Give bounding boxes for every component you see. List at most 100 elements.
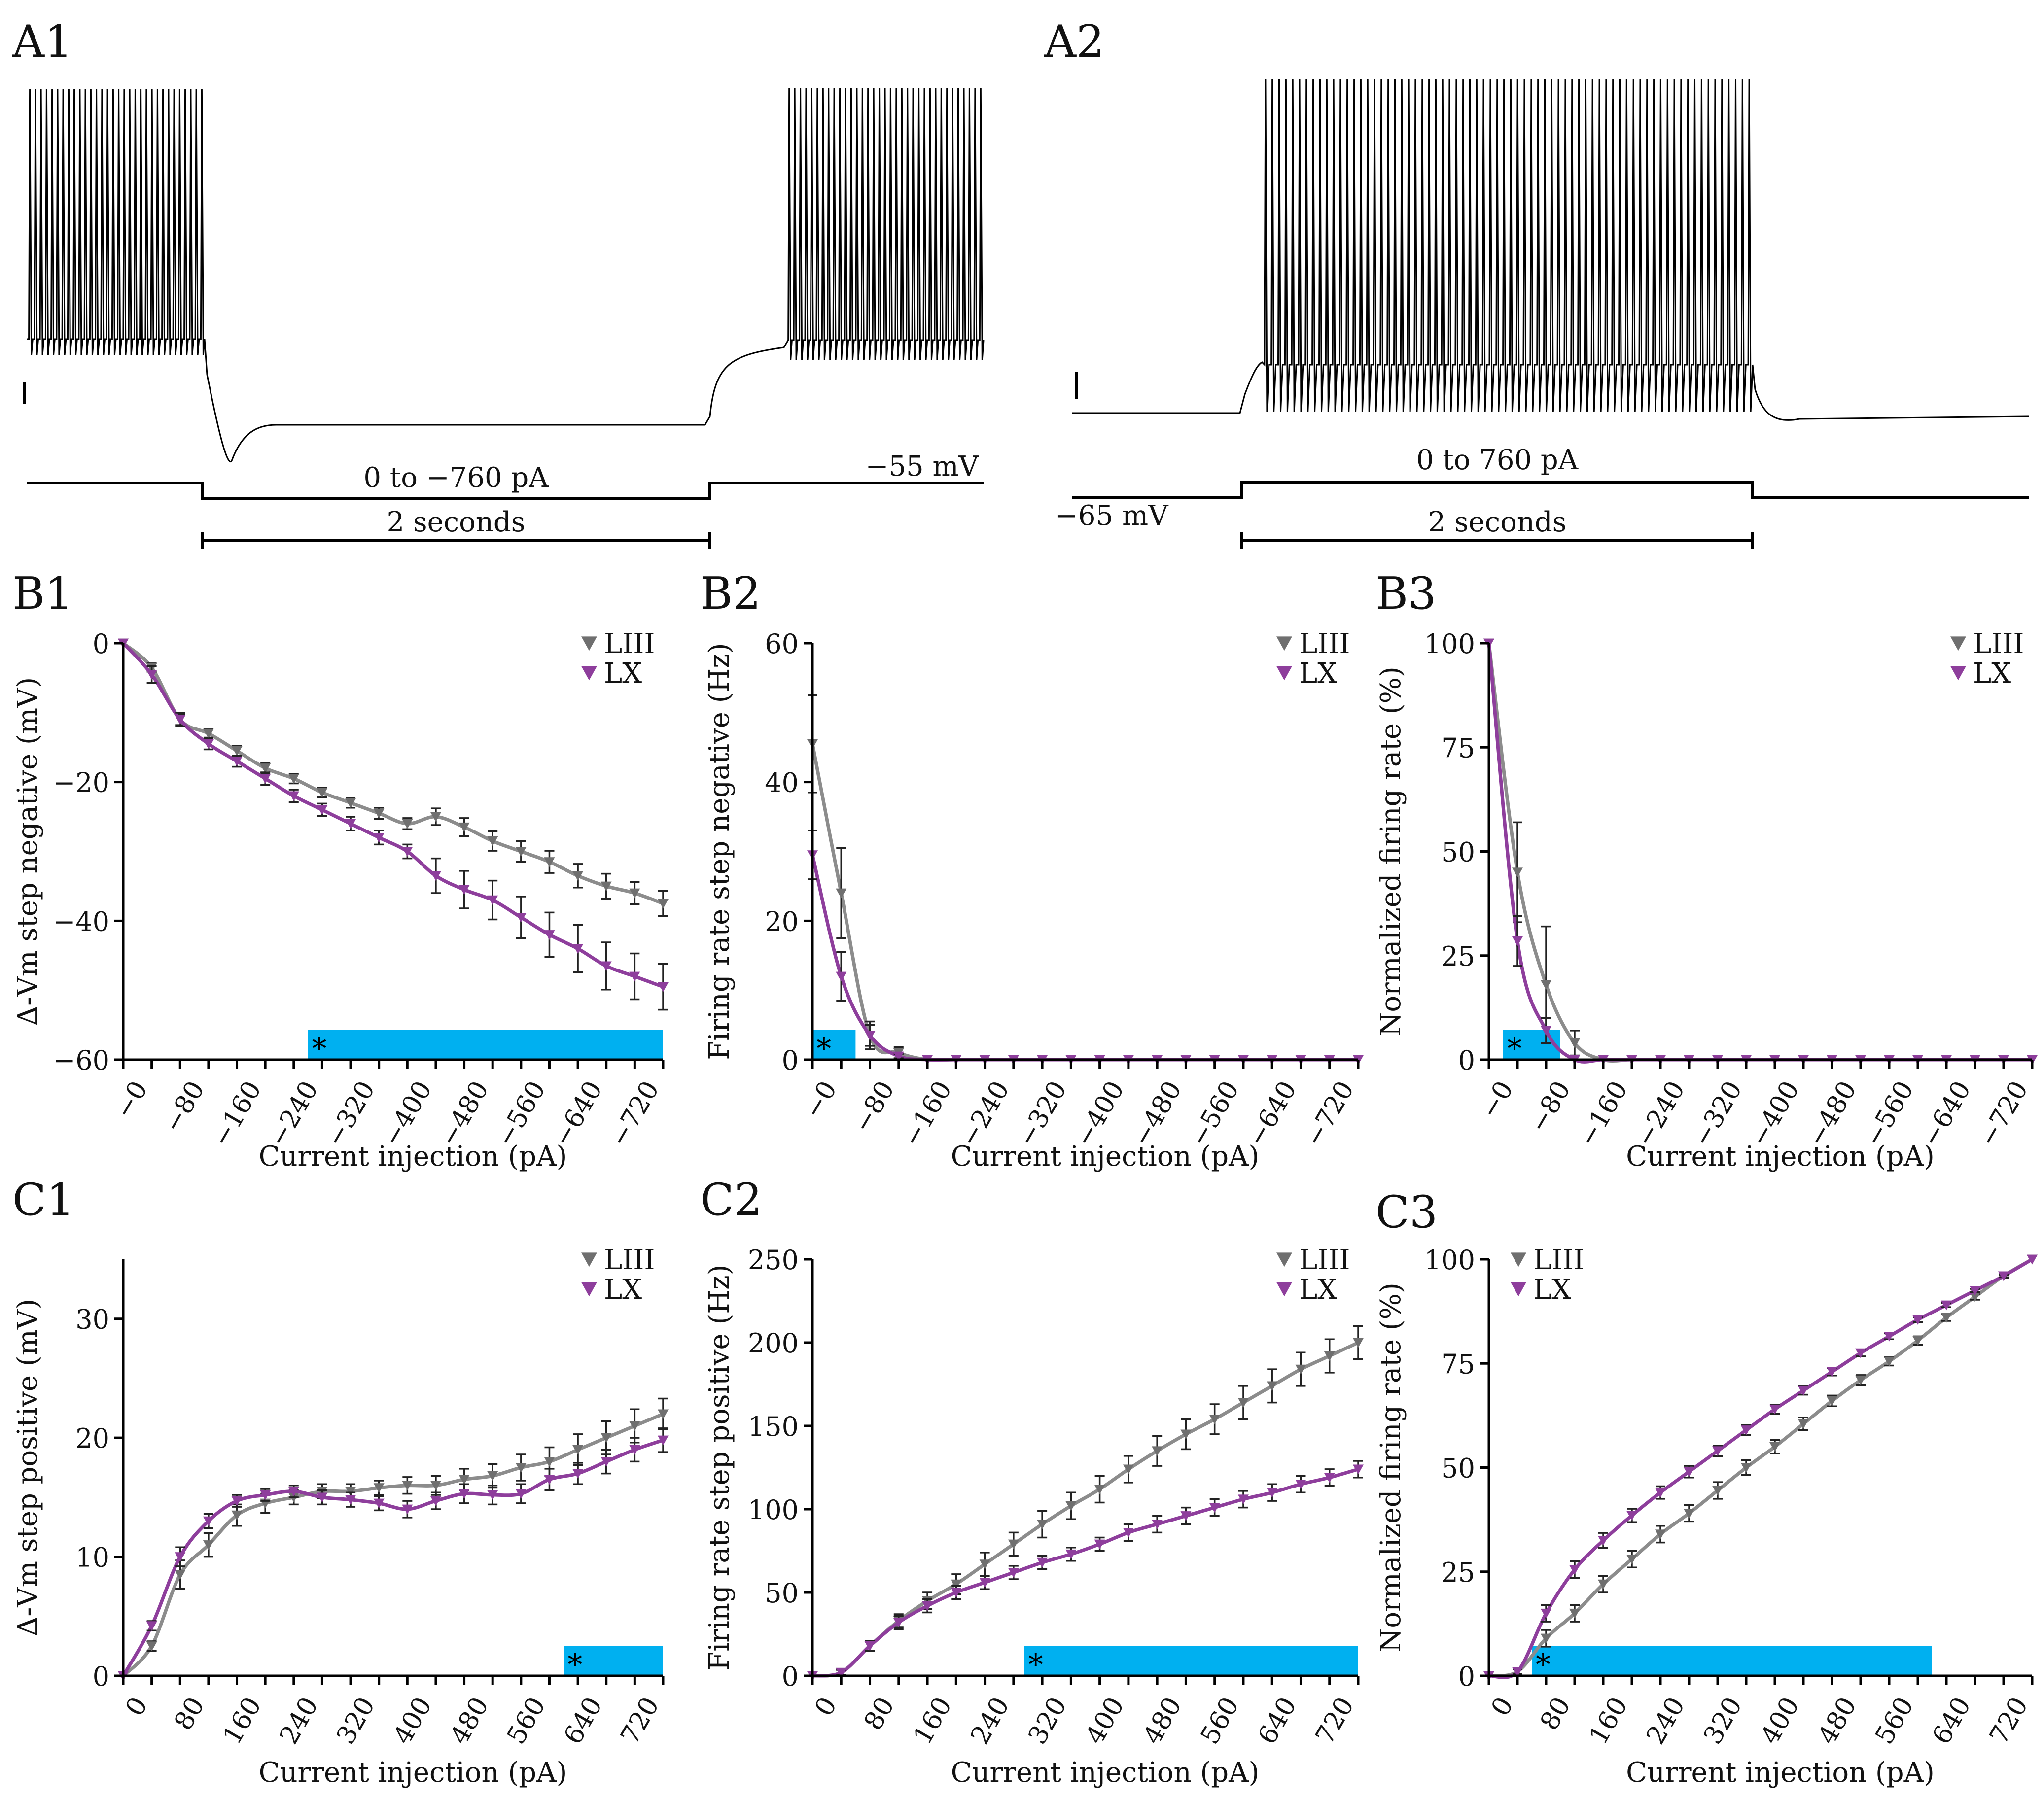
data-point — [402, 1481, 413, 1491]
data-point — [1626, 1511, 1637, 1521]
current-label-a2: 0 to 760 pA — [1416, 444, 1579, 476]
y-tick-label: 50 — [765, 1578, 799, 1609]
data-point — [572, 1445, 584, 1455]
voltage-label-a2: −65 mV — [1055, 500, 1169, 532]
data-point — [175, 1552, 186, 1562]
data-point — [1569, 1608, 1580, 1619]
data-point — [1065, 1549, 1077, 1559]
data-point — [430, 812, 441, 822]
y-tick-label: 30 — [75, 1304, 109, 1335]
data-point — [1094, 1485, 1105, 1494]
data-point — [1209, 1415, 1220, 1424]
significance-bar — [1503, 1030, 1560, 1060]
data-point — [373, 832, 385, 843]
y-axis-title: Normalized firing rate (%) — [1375, 666, 1407, 1036]
legend-label-liii: LIII — [1533, 1244, 1585, 1276]
data-point — [629, 1445, 640, 1455]
data-point — [1598, 1579, 1609, 1590]
data-point — [951, 1588, 962, 1598]
y-tick-label: 100 — [1424, 628, 1475, 659]
data-point — [572, 1469, 584, 1479]
data-point — [658, 982, 669, 992]
data-point — [1295, 1364, 1306, 1375]
data-point — [458, 1489, 470, 1499]
data-point — [203, 728, 214, 739]
data-point — [658, 1435, 669, 1446]
data-point — [1180, 1511, 1192, 1521]
y-tick-label: 150 — [748, 1411, 799, 1442]
data-point — [1998, 1271, 2009, 1281]
significance-bar — [308, 1030, 663, 1060]
data-point — [922, 1601, 933, 1611]
data-point — [1237, 1398, 1249, 1408]
data-point — [1684, 1509, 1694, 1519]
x-axis-title: Current injection (pA) — [1626, 1141, 1935, 1173]
series-lx — [807, 1460, 1364, 1681]
data-point — [1884, 1331, 1895, 1342]
panel-label: B1 — [12, 568, 73, 620]
data-point — [1541, 980, 1551, 990]
data-point — [658, 899, 669, 909]
data-point — [1970, 1286, 1980, 1296]
data-point — [231, 1496, 243, 1506]
legend-marker-liii — [1276, 636, 1292, 651]
data-point — [544, 1457, 555, 1467]
data-point — [1541, 1026, 1551, 1036]
data-point — [487, 1471, 498, 1481]
data-point — [317, 1492, 328, 1503]
data-point — [402, 1504, 413, 1515]
data-point — [317, 805, 328, 815]
y-tick-label: −60 — [53, 1045, 109, 1076]
data-point — [1769, 1442, 1780, 1452]
data-point — [458, 1475, 470, 1485]
data-point — [146, 670, 157, 680]
data-point — [951, 1579, 962, 1590]
legend-label-liii: LIII — [604, 628, 655, 660]
data-point — [345, 798, 356, 808]
voltage-trace-a1 — [27, 87, 985, 463]
y-tick-label: −20 — [53, 767, 109, 798]
legend-marker-lx — [581, 1282, 597, 1297]
data-point — [175, 1570, 186, 1580]
y-tick-label: 0 — [1458, 1661, 1475, 1692]
panel-label: B2 — [700, 568, 761, 620]
series-lx — [118, 638, 669, 1011]
legend-label-liii: LIII — [604, 1244, 655, 1276]
y-tick-label: 200 — [748, 1328, 799, 1359]
y-tick-label: 0 — [1458, 1045, 1475, 1076]
x-axis-title: Current injection (pA) — [951, 1757, 1260, 1789]
data-point — [1941, 1313, 1952, 1323]
data-point — [345, 1495, 356, 1505]
panel-label-a1: A1 — [12, 16, 72, 68]
data-point — [1353, 1464, 1364, 1475]
data-point — [572, 871, 584, 881]
y-tick-label: 100 — [748, 1494, 799, 1525]
data-point — [373, 1483, 385, 1493]
legend-label-lx: LX — [1973, 657, 2011, 690]
y-tick-label: 250 — [748, 1245, 799, 1276]
data-point — [1237, 1494, 1249, 1505]
data-point — [317, 788, 328, 798]
legend-label-lx: LX — [604, 657, 642, 690]
data-point — [487, 1490, 498, 1500]
trace-panel-a1: A1 0 to −760 pA −55 mV 2 seconds — [12, 16, 985, 549]
legend-marker-lx — [1276, 1282, 1292, 1297]
data-point — [629, 971, 640, 982]
legend-label-lx: LX — [1533, 1274, 1571, 1306]
data-point — [430, 1481, 441, 1491]
panel-label: C1 — [12, 1174, 74, 1226]
legend-label-liii: LIII — [1973, 628, 2024, 660]
legend-label-liii: LIII — [1299, 628, 1350, 660]
panel-label: C3 — [1375, 1186, 1438, 1238]
data-point — [600, 881, 612, 892]
y-tick-label: 75 — [1441, 1349, 1475, 1380]
voltage-label-a1: −55 mV — [865, 450, 979, 483]
y-tick-label: 0 — [93, 1661, 109, 1692]
data-point — [1123, 1464, 1134, 1475]
data-point — [1353, 1338, 1364, 1348]
